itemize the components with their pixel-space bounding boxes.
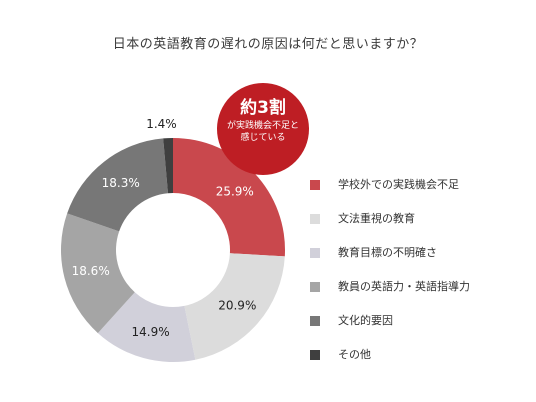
donut-slice-4 [67,138,168,232]
legend-label: 文法重視の教育 [338,212,415,225]
donut-value-label-5: 1.4% [146,117,177,131]
legend-label: その他 [338,348,371,361]
legend-label: 文化的要因 [338,314,393,327]
legend-swatch [310,214,320,224]
chart-title: 日本の英語教育の遅れの原因は何だと思いますか？ [112,37,424,52]
legend-swatch [310,316,320,326]
donut-slice-2 [97,292,196,362]
legend-swatch [310,248,320,258]
donut-slice-1 [184,253,285,360]
legend-label: 教員の英語力・英語指導力 [338,280,470,293]
legend-label: 教育目標の不明確さ [338,246,437,259]
callout-sub-text: が実践機会不足と感じている [227,121,300,143]
donut-slice-0 [173,138,285,257]
donut-value-label-0: 25.9% [216,185,254,199]
legend-swatch [310,282,320,292]
donut-slice-3 [60,213,135,334]
donut-value-label-4: 18.3% [102,176,140,190]
donut-value-label-2: 14.9% [132,325,170,339]
legend-swatch [310,180,320,190]
donut-slices [60,138,285,362]
callout-badge: 約3割 が実践機会不足と感じている [217,83,309,175]
callout-main-text: 約3割 [240,98,286,118]
donut-value-label-3: 18.6% [72,264,110,278]
donut-slice-5 [163,138,173,194]
legend-swatch [310,350,320,360]
donut-value-label-1: 20.9% [218,299,256,313]
legend-label: 学校外での実践機会不足 [338,178,459,191]
donut-labels: 25.9% 20.9% 14.9% 18.6% 18.3% 1.4% [72,117,257,339]
